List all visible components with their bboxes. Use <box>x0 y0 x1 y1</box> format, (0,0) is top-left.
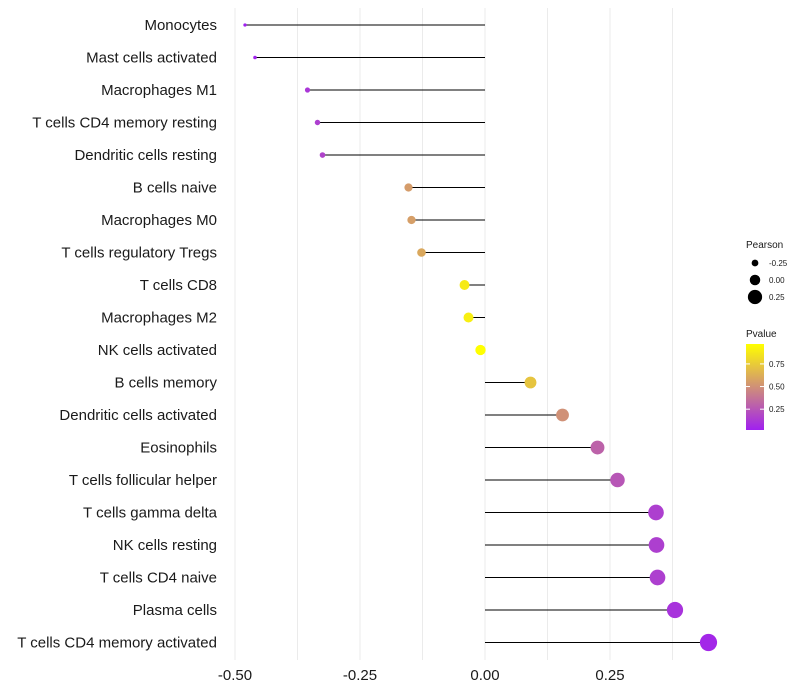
category-label-14: T cells follicular helper <box>69 472 217 489</box>
point-12 <box>556 408 569 422</box>
point-14 <box>610 472 625 488</box>
category-label-5: B cells naive <box>133 180 217 197</box>
point-17 <box>649 569 666 586</box>
point-19 <box>699 633 718 652</box>
legend-pvalue-label-1: 0.50 <box>769 383 785 392</box>
point-13 <box>590 440 605 455</box>
point-0 <box>243 23 247 27</box>
grid-lines <box>234 8 673 660</box>
x-tick-label-2: 0.00 <box>470 667 499 684</box>
point-11 <box>524 376 537 389</box>
legend-pvalue-label-0: 0.25 <box>769 405 785 414</box>
point-9 <box>463 312 474 323</box>
legend-pvalue-label-2: 0.75 <box>769 360 785 369</box>
point-15 <box>648 504 664 521</box>
category-label-13: Eosinophils <box>140 440 217 457</box>
legend-pearson-title: Pearson <box>746 240 783 251</box>
legend-pearson-key-2 <box>747 289 763 305</box>
legend-pvalue-colorbar <box>746 344 764 430</box>
category-label-15: T cells gamma delta <box>83 505 218 522</box>
legend-pearson: Pearson -0.25 0.00 0.25 <box>746 240 788 305</box>
stems <box>245 24 709 643</box>
point-16 <box>648 537 665 553</box>
category-label-7: T cells regulatory Tregs <box>61 245 217 262</box>
x-tick-label-1: -0.25 <box>343 667 377 684</box>
category-label-16: NK cells resting <box>113 537 217 554</box>
category-label-6: Macrophages M0 <box>101 212 217 229</box>
point-2 <box>304 87 311 93</box>
point-10 <box>475 344 486 356</box>
point-6 <box>407 215 416 225</box>
category-label-17: T cells CD4 naive <box>100 570 217 587</box>
legend-pearson-key-1 <box>749 274 761 286</box>
legend-pearson-label-0: -0.25 <box>769 259 788 268</box>
legend-pvalue: Pvalue 0.25 0.50 0.75 <box>746 329 785 430</box>
category-label-4: Dendritic cells resting <box>74 147 217 164</box>
category-label-2: Macrophages M1 <box>101 82 217 99</box>
legend-pvalue-title: Pvalue <box>746 329 777 340</box>
point-1 <box>253 55 257 60</box>
category-label-18: Plasma cells <box>133 602 217 619</box>
x-axis-tick-labels: -0.50 -0.25 0.00 0.25 <box>218 667 625 684</box>
category-label-9: Macrophages M2 <box>101 310 217 327</box>
category-label-8: T cells CD8 <box>140 277 217 294</box>
point-3 <box>314 119 321 126</box>
category-label-10: NK cells activated <box>98 342 217 359</box>
legend-pearson-key-0 <box>751 259 759 267</box>
point-4 <box>319 152 326 158</box>
x-tick-label-0: -0.50 <box>218 667 252 684</box>
x-tick-label-3: 0.25 <box>595 667 624 684</box>
point-5 <box>404 183 413 192</box>
category-label-19: T cells CD4 memory activated <box>17 635 217 652</box>
point-7 <box>417 248 426 257</box>
points <box>243 23 718 652</box>
legend-pearson-label-2: 0.25 <box>769 293 785 302</box>
category-labels: Monocytes Mast cells activated Macrophages… <box>17 17 217 652</box>
category-label-3: T cells CD4 memory resting <box>32 115 217 132</box>
category-label-11: B cells memory <box>114 375 217 392</box>
point-18 <box>666 601 684 619</box>
category-label-0: Monocytes <box>144 17 217 34</box>
legend-pearson-label-1: 0.00 <box>769 276 785 285</box>
category-label-12: Dendritic cells activated <box>59 407 217 424</box>
point-8 <box>459 280 470 290</box>
category-label-1: Mast cells activated <box>86 50 217 67</box>
